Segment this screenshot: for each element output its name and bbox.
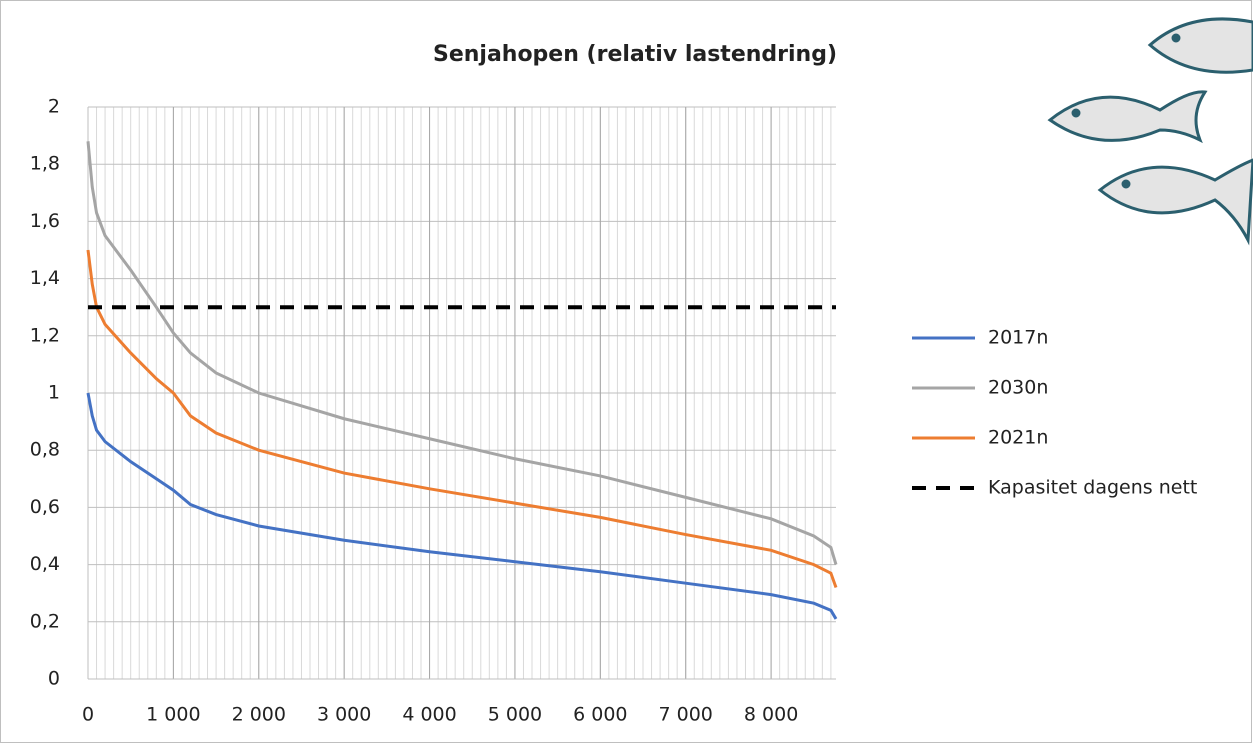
x-tick-label: 5 000 — [488, 704, 542, 726]
y-tick-label: 0,6 — [30, 496, 60, 518]
x-tick-label: 3 000 — [317, 704, 371, 726]
y-tick-label: 0 — [48, 668, 60, 690]
series-line — [86, 249, 838, 588]
y-tick-label: 1,6 — [30, 210, 60, 232]
y-tick-label: 1,4 — [30, 267, 60, 289]
y-tick-label: 0,8 — [30, 439, 60, 461]
y-tick-label: 0,2 — [30, 610, 60, 632]
y-tick-label: 2 — [48, 96, 60, 118]
plot-area: 0 0,2 0,4 0,6 0,8 1 1,2 1,4 1,6 1,8 2 0 1 000 2 000 3 … — [30, 96, 838, 726]
y-tick-label: 1,8 — [30, 153, 60, 175]
x-tick-label: 1 000 — [146, 704, 200, 726]
legend-label: 2021n — [988, 427, 1048, 449]
x-tick-label: 7 000 — [659, 704, 713, 726]
x-tick-label: 4 000 — [402, 704, 456, 726]
x-tick-label: 2 000 — [232, 704, 286, 726]
x-tick-label: 0 — [82, 704, 94, 726]
legend-label: 2017n — [988, 327, 1048, 349]
y-tick-label: 1,2 — [30, 324, 60, 346]
fish-decoration — [1047, 17, 1253, 246]
legend-label: Kapasitet dagens nett — [988, 477, 1197, 499]
series-line — [86, 141, 838, 566]
x-tick-label: 8 000 — [744, 704, 798, 726]
legend-label: 2030n — [988, 377, 1048, 399]
chart-title: Senjahopen (relativ lastendring) — [433, 42, 837, 67]
series-line — [86, 392, 838, 620]
y-tick-label: 0,4 — [30, 553, 60, 575]
y-tick-label: 1 — [48, 382, 60, 404]
x-tick-label: 6 000 — [573, 704, 627, 726]
